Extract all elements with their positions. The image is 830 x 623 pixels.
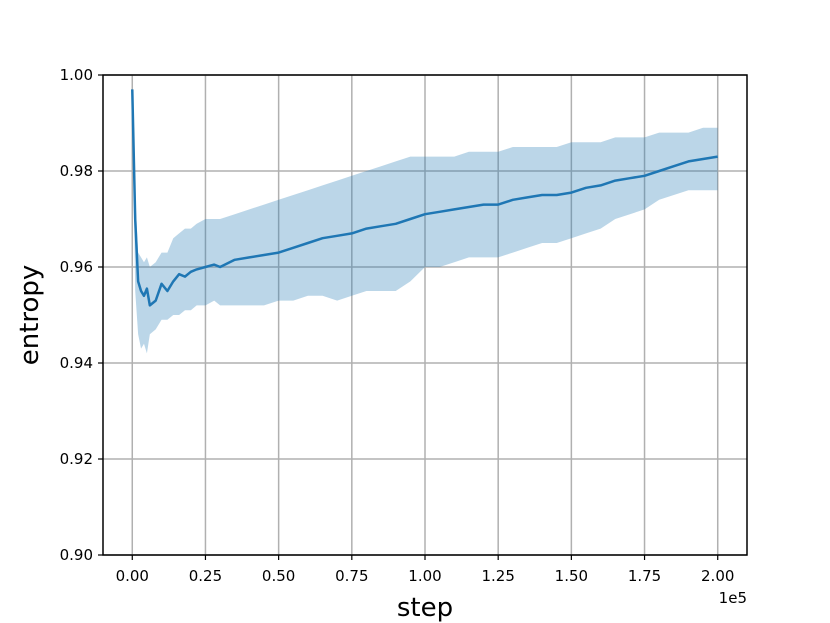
confidence-band: [132, 89, 718, 354]
x-axis-offset-label: 1e5: [719, 589, 747, 607]
series-line-layer: [131, 89, 718, 307]
y-axis: 0.90 0.92 0.94 0.96 0.98 1.00: [60, 66, 103, 564]
y-tick-label: 0.96: [60, 258, 93, 276]
x-tick-label: 0.00: [116, 567, 149, 585]
series-line: [131, 89, 718, 307]
y-tick-label: 0.90: [60, 546, 93, 564]
x-tick-label: 0.50: [262, 567, 295, 585]
x-tick-label: 0.25: [189, 567, 222, 585]
y-axis-label: entropy: [15, 265, 45, 366]
x-tick-label: 1.50: [555, 567, 588, 585]
x-tick-label: 1.00: [408, 567, 441, 585]
y-tick-label: 0.94: [60, 354, 93, 372]
x-axis-label: step: [397, 593, 453, 623]
x-tick-label: 1.25: [481, 567, 514, 585]
x-tick-label: 1.75: [628, 567, 661, 585]
x-tick-label: 2.00: [701, 567, 734, 585]
y-tick-label: 0.92: [60, 450, 93, 468]
confidence-band-layer: [132, 89, 718, 354]
grid: [103, 74, 747, 556]
x-axis: 0.00 0.25 0.50 0.75 1.00 1.25 1.50 1.75 2.00: [116, 555, 734, 585]
x-tick-label: 0.75: [335, 567, 368, 585]
y-tick-label: 0.98: [60, 162, 93, 180]
y-tick-label: 1.00: [60, 66, 93, 84]
